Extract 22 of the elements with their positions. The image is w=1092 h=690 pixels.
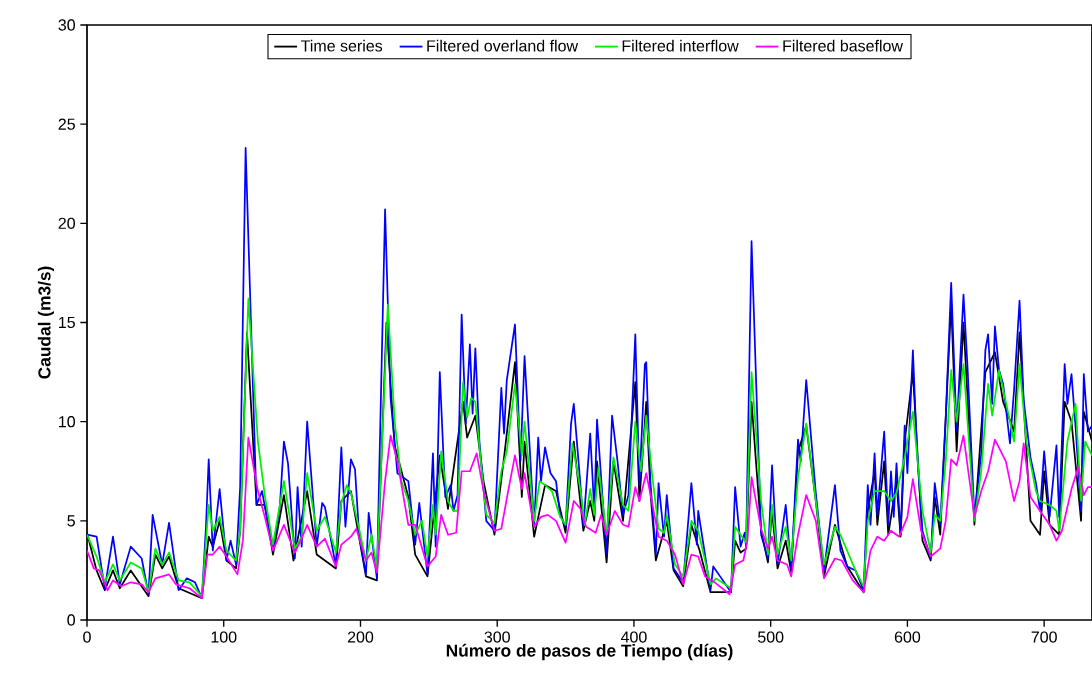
x-tick-label: 400 (620, 631, 647, 643)
y-tick-label: 30 (58, 19, 76, 31)
y-axis-title: Caudal (m3/s) (37, 266, 55, 379)
x-tick-label: 200 (347, 631, 374, 643)
y-tick-label: 25 (58, 118, 75, 130)
y-tick-label: 0 (67, 614, 76, 626)
x-tick-label: 300 (484, 631, 510, 643)
x-axis-title: Número de pasos de Tiempo (días) (446, 643, 733, 661)
x-tick-label: 600 (894, 631, 921, 643)
legend-label: Filtered interflow (622, 39, 739, 52)
x-tick-label: 500 (757, 631, 784, 643)
y-tick-label: 10 (59, 416, 76, 428)
x-tick-label: 700 (1031, 631, 1057, 643)
x-tick-label: 0 (83, 631, 91, 643)
legend-label: Filtered overland flow (427, 39, 579, 52)
y-tick-label: 15 (59, 316, 75, 329)
y-tick-label: 5 (67, 515, 75, 527)
line-series (87, 434, 1092, 600)
legend-label: Time series (300, 39, 383, 52)
x-tick-label: 100 (211, 631, 237, 643)
y-tick-label: 20 (58, 217, 76, 229)
legend-label: Filtered baseflow (783, 39, 903, 52)
